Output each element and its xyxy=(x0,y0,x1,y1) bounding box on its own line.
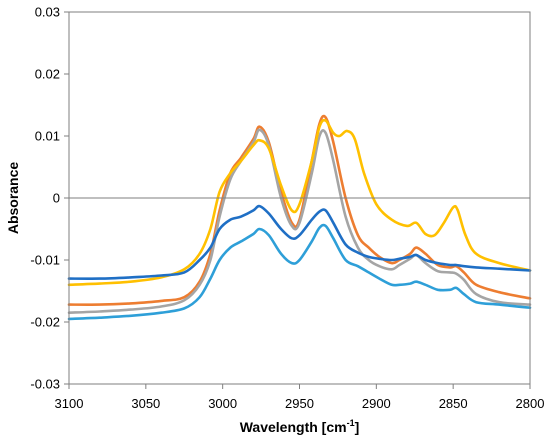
y-tick-label: -0.01 xyxy=(30,253,60,268)
y-tick-label: 0 xyxy=(53,191,60,206)
ticks-layer: 0.03 0.02 0.01 0 -0.01 -0.02 -0.03 3100 3050 3000… xyxy=(30,5,544,412)
y-tick-label: -0.02 xyxy=(30,315,60,330)
x-axis-title: Wavelength [cm-1] xyxy=(240,418,360,435)
series-layer xyxy=(67,114,532,321)
series-line-3 xyxy=(67,118,532,287)
series-line-5 xyxy=(67,223,532,321)
y-tick-label: 0.02 xyxy=(35,67,60,82)
y-tick-label: -0.03 xyxy=(30,377,60,392)
x-tick-label: 3050 xyxy=(131,396,160,411)
y-tick-label: 0.03 xyxy=(35,5,60,20)
y-axis-title: Absorance xyxy=(5,162,21,235)
y-tick-label: 0.01 xyxy=(35,129,60,144)
x-tick-label: 2900 xyxy=(362,396,391,411)
series-line-4 xyxy=(67,204,532,280)
x-axis-title-end: ] xyxy=(355,419,360,435)
axes-layer xyxy=(68,11,531,385)
series-line-1 xyxy=(67,114,532,306)
series-line-2 xyxy=(67,128,532,314)
x-tick-label: 2950 xyxy=(285,396,314,411)
x-tick-label: 2850 xyxy=(439,396,468,411)
x-tick-label: 2800 xyxy=(516,396,545,411)
x-tick-label: 3000 xyxy=(208,396,237,411)
x-axis-title-superscript: -1 xyxy=(347,418,355,428)
x-tick-label: 3100 xyxy=(55,396,84,411)
x-axis-title-text: Wavelength [cm xyxy=(240,419,347,435)
